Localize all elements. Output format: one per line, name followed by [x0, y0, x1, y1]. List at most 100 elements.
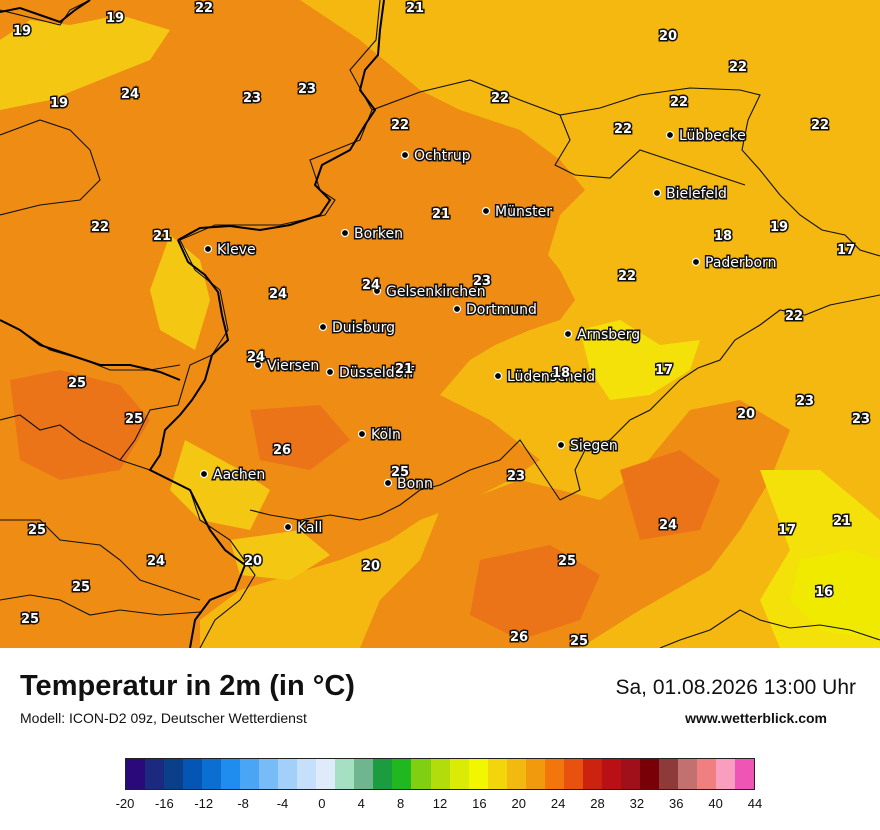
color-swatch: [164, 759, 184, 789]
city-marker: Köln: [357, 426, 402, 445]
city-marker: Gelsenkirchen: [372, 283, 487, 302]
temperature-value: 23: [473, 274, 491, 289]
cool-patches: [0, 15, 330, 580]
color-scale-tick: 12: [432, 796, 448, 811]
color-scale-tick: -12: [194, 796, 214, 811]
city-dot: [318, 322, 328, 332]
temperature-value: 22: [491, 91, 509, 106]
temperature-value: 20: [737, 407, 755, 422]
temperature-value: 22: [811, 118, 829, 133]
temperature-value: 22: [729, 60, 747, 75]
city-dot: [452, 304, 462, 314]
city-marker: Münster: [481, 203, 554, 222]
city-label: Borken: [354, 226, 403, 242]
city-dot: [340, 228, 350, 238]
city-label: Bonn: [397, 476, 433, 492]
color-swatch: [430, 759, 450, 789]
temperature-value: 23: [852, 412, 870, 427]
temperature-value: 21: [153, 229, 171, 244]
city-label: Arnsberg: [577, 327, 640, 343]
city-dot: [199, 469, 209, 479]
city-label: Kall: [297, 520, 322, 536]
temperature-value: 19: [770, 220, 788, 235]
color-swatch: [506, 759, 526, 789]
hot-spot: [790, 550, 880, 640]
color-swatch: [411, 759, 431, 789]
city-dot: [372, 286, 382, 296]
temperature-value: 25: [21, 612, 39, 627]
temperature-value: 18: [714, 229, 732, 244]
temperature-value: 22: [618, 269, 636, 284]
color-swatch: [240, 759, 260, 789]
color-swatch: [202, 759, 222, 789]
city-dot: [253, 360, 263, 370]
color-scale-tick: 28: [590, 796, 605, 811]
color-swatch: [259, 759, 279, 789]
city-dot: [400, 150, 410, 160]
color-scale: [125, 758, 755, 790]
color-scale-tick: 36: [669, 796, 684, 811]
city-label: Siegen: [570, 438, 618, 454]
color-scale-tick: 4: [357, 796, 365, 811]
temperature-value: 21: [833, 514, 851, 529]
city-dot: [665, 130, 675, 140]
forecast-datetime: Sa, 01.08.2026 13:00 Uhr: [615, 676, 856, 699]
city-marker: Viersen: [253, 357, 321, 376]
temperature-value: 24: [147, 554, 165, 569]
city-marker: Ochtrup: [400, 147, 472, 166]
temperature-value: 21: [395, 362, 413, 377]
city-marker: Aachen: [199, 466, 267, 485]
temperature-value: 23: [298, 82, 316, 97]
city-marker: Kleve: [203, 241, 257, 260]
color-swatch: [620, 759, 640, 789]
temperature-value: 23: [243, 91, 261, 106]
temperature-value: 24: [362, 278, 380, 293]
color-swatch: [735, 759, 755, 789]
city-dot: [325, 367, 335, 377]
color-scale-tick: 24: [550, 796, 566, 811]
administrative-borders: [0, 0, 880, 648]
city-dot: [556, 440, 566, 450]
city-label: Aachen: [213, 467, 265, 483]
color-scale-tick: 16: [472, 796, 487, 811]
city-label: Viersen: [267, 358, 319, 374]
color-swatch: [563, 759, 583, 789]
color-swatch: [696, 759, 716, 789]
temperature-value: 22: [195, 1, 213, 16]
city-dot: [283, 522, 293, 532]
temperature-value: 19: [13, 24, 31, 39]
temperature-value: 26: [273, 443, 291, 458]
footer-panel: Temperatur in 2m (in °C) Modell: ICON-D2…: [0, 648, 880, 830]
temperature-value: 22: [785, 309, 803, 324]
city-marker: Bonn: [383, 475, 434, 494]
city-dot: [652, 188, 662, 198]
color-scale-tick: 20: [511, 796, 526, 811]
color-swatch: [221, 759, 241, 789]
city-marker: Paderborn: [691, 254, 778, 273]
city-label: Gelsenkirchen: [386, 284, 486, 300]
color-swatch: [297, 759, 317, 789]
city-marker: Duisburg: [318, 319, 397, 338]
temperature-value: 19: [50, 96, 68, 111]
color-swatch: [316, 759, 336, 789]
temperature-value: 25: [72, 580, 90, 595]
website-url[interactable]: www.wetterblick.com: [685, 710, 827, 726]
temperature-value: 25: [570, 634, 588, 648]
city-dot: [203, 244, 213, 254]
city-label: Paderborn: [705, 255, 776, 271]
color-swatch: [373, 759, 393, 789]
temperature-value: 25: [68, 376, 86, 391]
temperature-value: 17: [778, 523, 796, 538]
map-title: Temperatur in 2m (in °C): [20, 670, 355, 702]
color-scale-tick: -8: [237, 796, 249, 811]
city-label: Köln: [371, 427, 401, 443]
color-swatch: [183, 759, 203, 789]
city-marker: Arnsberg: [563, 326, 642, 345]
color-swatch: [468, 759, 488, 789]
city-label: Münster: [495, 204, 552, 220]
color-swatch: [582, 759, 602, 789]
temperature-value: 17: [655, 363, 673, 378]
temperature-value: 20: [244, 554, 262, 569]
city-dot: [357, 429, 367, 439]
color-swatch: [278, 759, 298, 789]
